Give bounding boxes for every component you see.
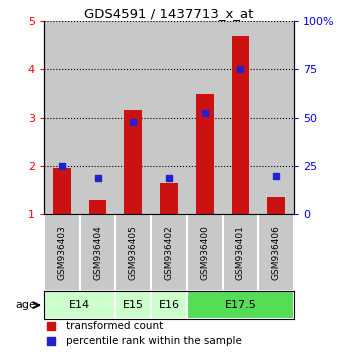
Bar	[160, 183, 178, 214]
Bar	[44, 214, 80, 291]
Text: E16: E16	[159, 300, 179, 310]
Bar	[44, 21, 80, 214]
Bar	[124, 110, 142, 214]
Bar	[115, 21, 151, 214]
Text: age: age	[16, 300, 37, 310]
Bar	[115, 214, 151, 291]
Bar	[187, 21, 223, 214]
Text: E14: E14	[69, 300, 90, 310]
Text: GSM936402: GSM936402	[165, 225, 173, 280]
Bar	[151, 21, 187, 214]
Bar	[80, 214, 115, 291]
Bar	[187, 214, 223, 291]
Bar	[53, 168, 71, 214]
Bar	[80, 21, 115, 214]
Text: GSM936404: GSM936404	[93, 225, 102, 280]
Bar	[223, 214, 258, 291]
Text: GSM936403: GSM936403	[57, 225, 66, 280]
Bar	[89, 200, 106, 214]
Bar	[258, 214, 294, 291]
Bar	[258, 21, 294, 214]
Text: GSM936400: GSM936400	[200, 225, 209, 280]
Bar	[196, 93, 214, 214]
Bar	[267, 197, 285, 214]
Text: percentile rank within the sample: percentile rank within the sample	[67, 336, 242, 346]
Text: GSM936405: GSM936405	[129, 225, 138, 280]
Text: E17.5: E17.5	[224, 300, 256, 310]
Bar	[151, 214, 187, 291]
Text: E15: E15	[123, 300, 144, 310]
Bar	[151, 291, 187, 319]
Text: transformed count: transformed count	[67, 321, 164, 331]
Text: GSM936406: GSM936406	[272, 225, 281, 280]
Bar	[187, 291, 294, 319]
Bar	[232, 36, 249, 214]
Text: GSM936401: GSM936401	[236, 225, 245, 280]
Title: GDS4591 / 1437713_x_at: GDS4591 / 1437713_x_at	[84, 7, 254, 20]
Bar	[44, 291, 115, 319]
Bar	[223, 21, 258, 214]
Bar	[115, 291, 151, 319]
